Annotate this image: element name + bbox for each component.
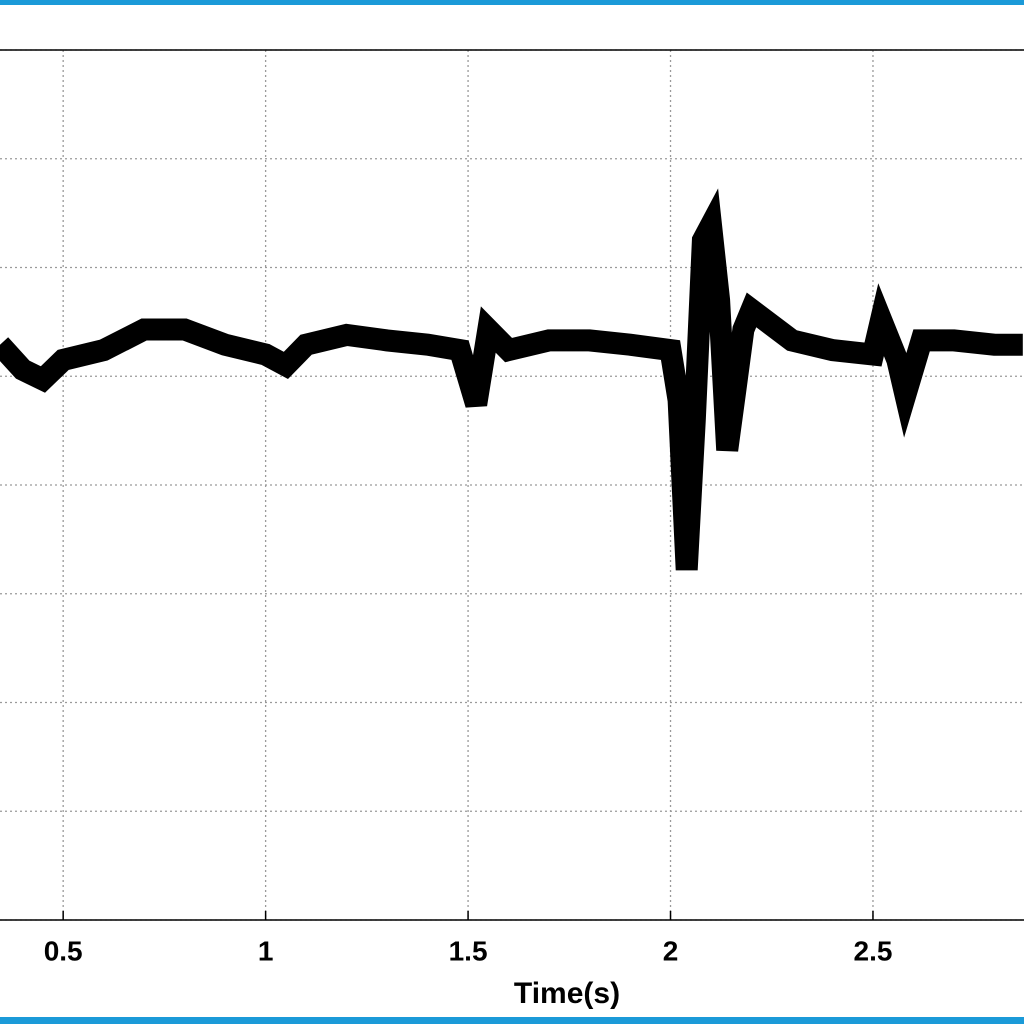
plot-area — [0, 188, 1023, 571]
x-axis-label: Time(s) — [514, 977, 620, 1010]
x-tick-label: 2.5 — [854, 935, 893, 966]
x-tick-label: 2 — [663, 935, 679, 966]
bottom-frame-bar — [0, 1017, 1024, 1024]
axis-labels: Time(s) 0.5 1 1.5 2 2.5 — [44, 935, 893, 1010]
x-tick-label: 1 — [258, 935, 274, 966]
top-frame-bar — [0, 0, 1024, 5]
signal-line — [0, 188, 1023, 571]
x-tick-label: 0.5 — [44, 935, 83, 966]
grid — [0, 49, 1024, 921]
x-tick-label: 1.5 — [449, 935, 488, 966]
